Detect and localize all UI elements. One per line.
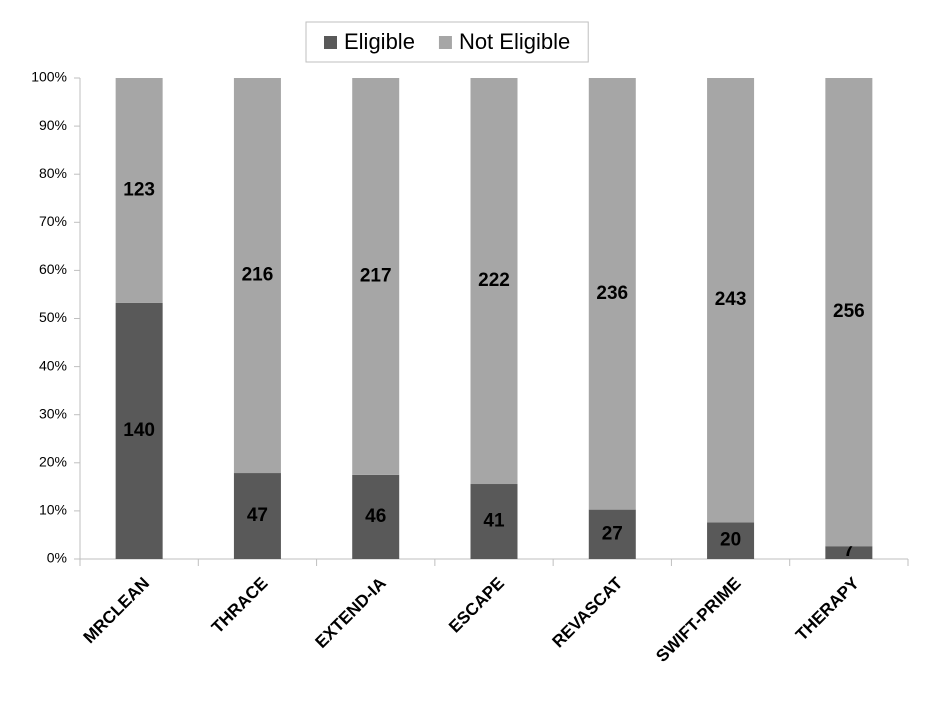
- bar-segment: [825, 78, 873, 547]
- data-label: 243: [715, 289, 747, 310]
- data-label: 216: [242, 265, 274, 286]
- legend-swatch: [324, 36, 337, 49]
- y-tick-label: 30%: [39, 405, 67, 421]
- legend-label: Not Eligible: [459, 29, 570, 54]
- data-label: 256: [833, 301, 865, 322]
- data-label: 222: [478, 270, 510, 291]
- x-tick-label: THERAPY: [792, 573, 863, 644]
- data-label: 140: [123, 420, 155, 441]
- data-label: 46: [365, 506, 386, 527]
- data-label: 20: [720, 530, 741, 551]
- data-label: 27: [602, 523, 623, 544]
- bar-segment: [588, 509, 636, 559]
- y-tick-label: 10%: [39, 502, 67, 518]
- y-tick-label: 40%: [39, 357, 67, 373]
- x-tick-label: MRCLEAN: [80, 574, 154, 648]
- y-tick-label: 60%: [39, 261, 67, 277]
- bar-segment: [588, 78, 636, 510]
- bar-segment: [115, 78, 163, 303]
- y-tick-label: 50%: [39, 309, 67, 325]
- y-tick-label: 100%: [31, 69, 67, 85]
- bar-segment: [707, 522, 755, 559]
- bar-segment: [352, 474, 400, 559]
- bar-segment: [233, 78, 281, 474]
- bar-segment: [233, 473, 281, 559]
- x-tick-label: REVASCAT: [549, 573, 627, 651]
- data-label: 41: [483, 511, 505, 532]
- data-label: 47: [247, 505, 268, 526]
- y-tick-label: 90%: [39, 117, 67, 133]
- data-label: 217: [360, 265, 392, 286]
- y-tick-label: 70%: [39, 213, 67, 229]
- bar-segment: [825, 546, 873, 559]
- bar-segment: [707, 78, 755, 523]
- y-tick-label: 80%: [39, 165, 67, 181]
- y-tick-label: 20%: [39, 454, 67, 470]
- data-label: 123: [123, 179, 155, 200]
- bar-segment: [352, 78, 400, 475]
- x-tick-label: ESCAPE: [445, 574, 508, 637]
- legend-label: Eligible: [344, 29, 415, 54]
- data-label: 7: [844, 540, 855, 561]
- x-tick-label: THRACE: [208, 574, 272, 638]
- x-tick-label: EXTEND-IA: [311, 574, 389, 652]
- x-tick-label: SWIFT-PRIME: [652, 574, 744, 666]
- data-label: 236: [596, 283, 628, 304]
- legend: Eligible Not Eligible: [305, 21, 589, 63]
- y-tick-label: 0%: [47, 550, 67, 566]
- legend-swatch: [438, 36, 452, 49]
- bar-segment: [470, 78, 518, 485]
- bar-segment: [115, 302, 163, 559]
- bar-segment: [470, 484, 518, 559]
